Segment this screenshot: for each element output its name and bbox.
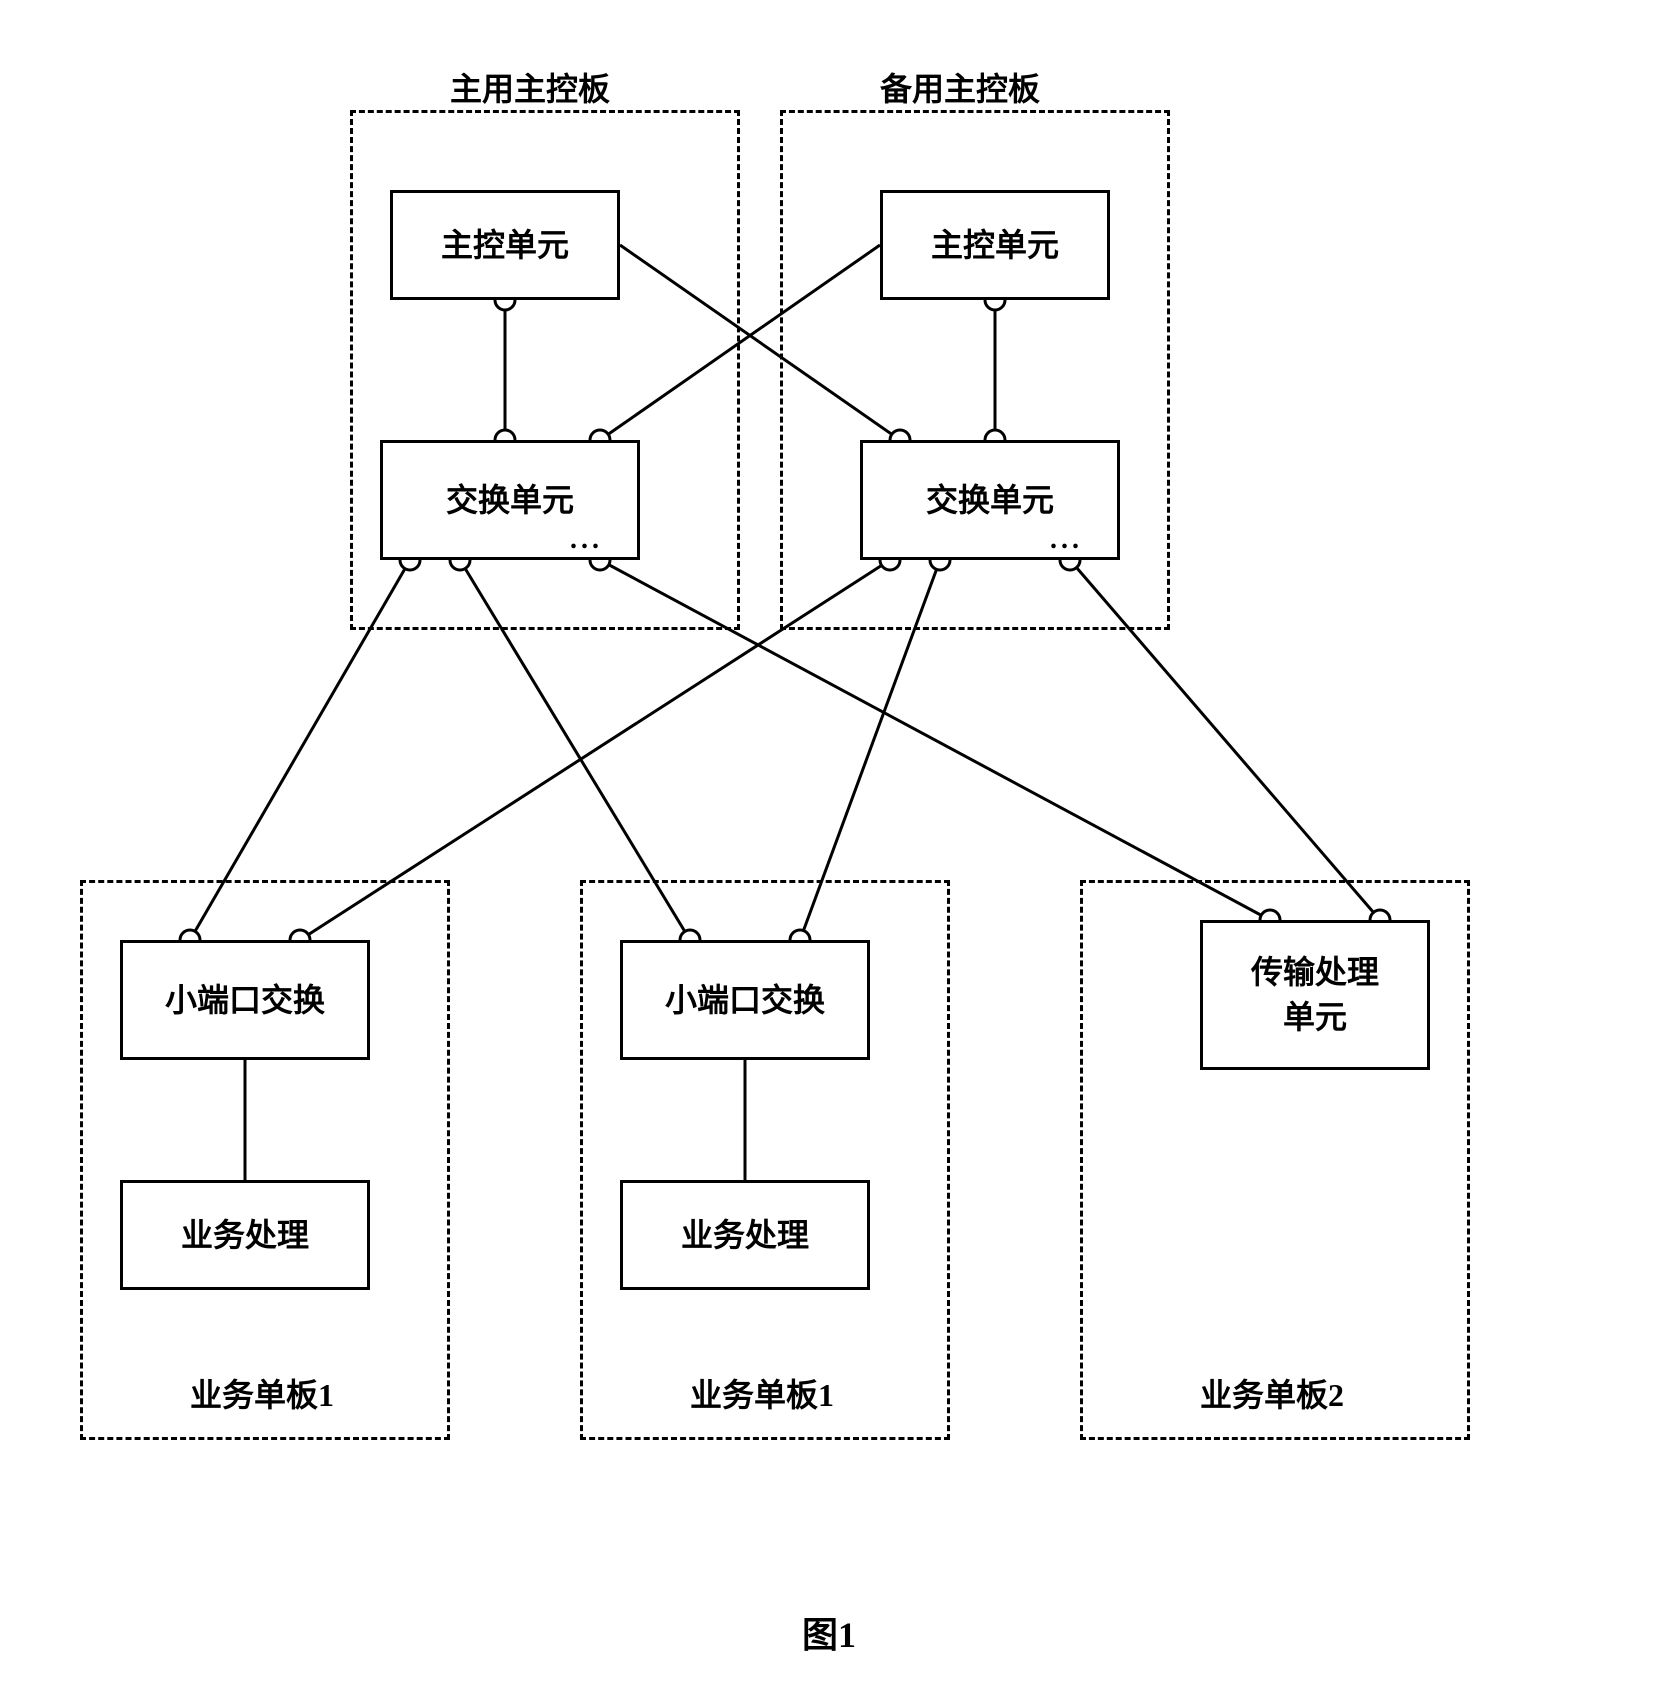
box-mc-main: 主控单元 xyxy=(390,190,620,300)
dots-sw-backup: ... xyxy=(1050,524,1083,556)
box-bp-left: 业务处理 xyxy=(120,1180,370,1290)
box-mc-backup: 主控单元 xyxy=(880,190,1110,300)
group-main-ctrl-label: 主用主控板 xyxy=(450,64,610,110)
group-svc-right-label: 业务单板2 xyxy=(1200,1370,1344,1416)
group-svc-left-label: 业务单板1 xyxy=(190,1370,334,1416)
dots-sw-main: ... xyxy=(570,524,603,556)
box-sp-left: 小端口交换 xyxy=(120,940,370,1060)
box-sp-mid: 小端口交换 xyxy=(620,940,870,1060)
box-tx-right: 传输处理 单元 xyxy=(1200,920,1430,1070)
group-svc-mid-label: 业务单板1 xyxy=(690,1370,834,1416)
box-bp-mid: 业务处理 xyxy=(620,1180,870,1290)
figure-caption: 图1 xyxy=(40,1606,1618,1658)
diagram-canvas: 主用主控板 备用主控板 业务单板1 业务单板1 业务单板2 主控单元 主控单元 … xyxy=(40,40,1618,1586)
group-backup-ctrl-label: 备用主控板 xyxy=(880,64,1040,110)
